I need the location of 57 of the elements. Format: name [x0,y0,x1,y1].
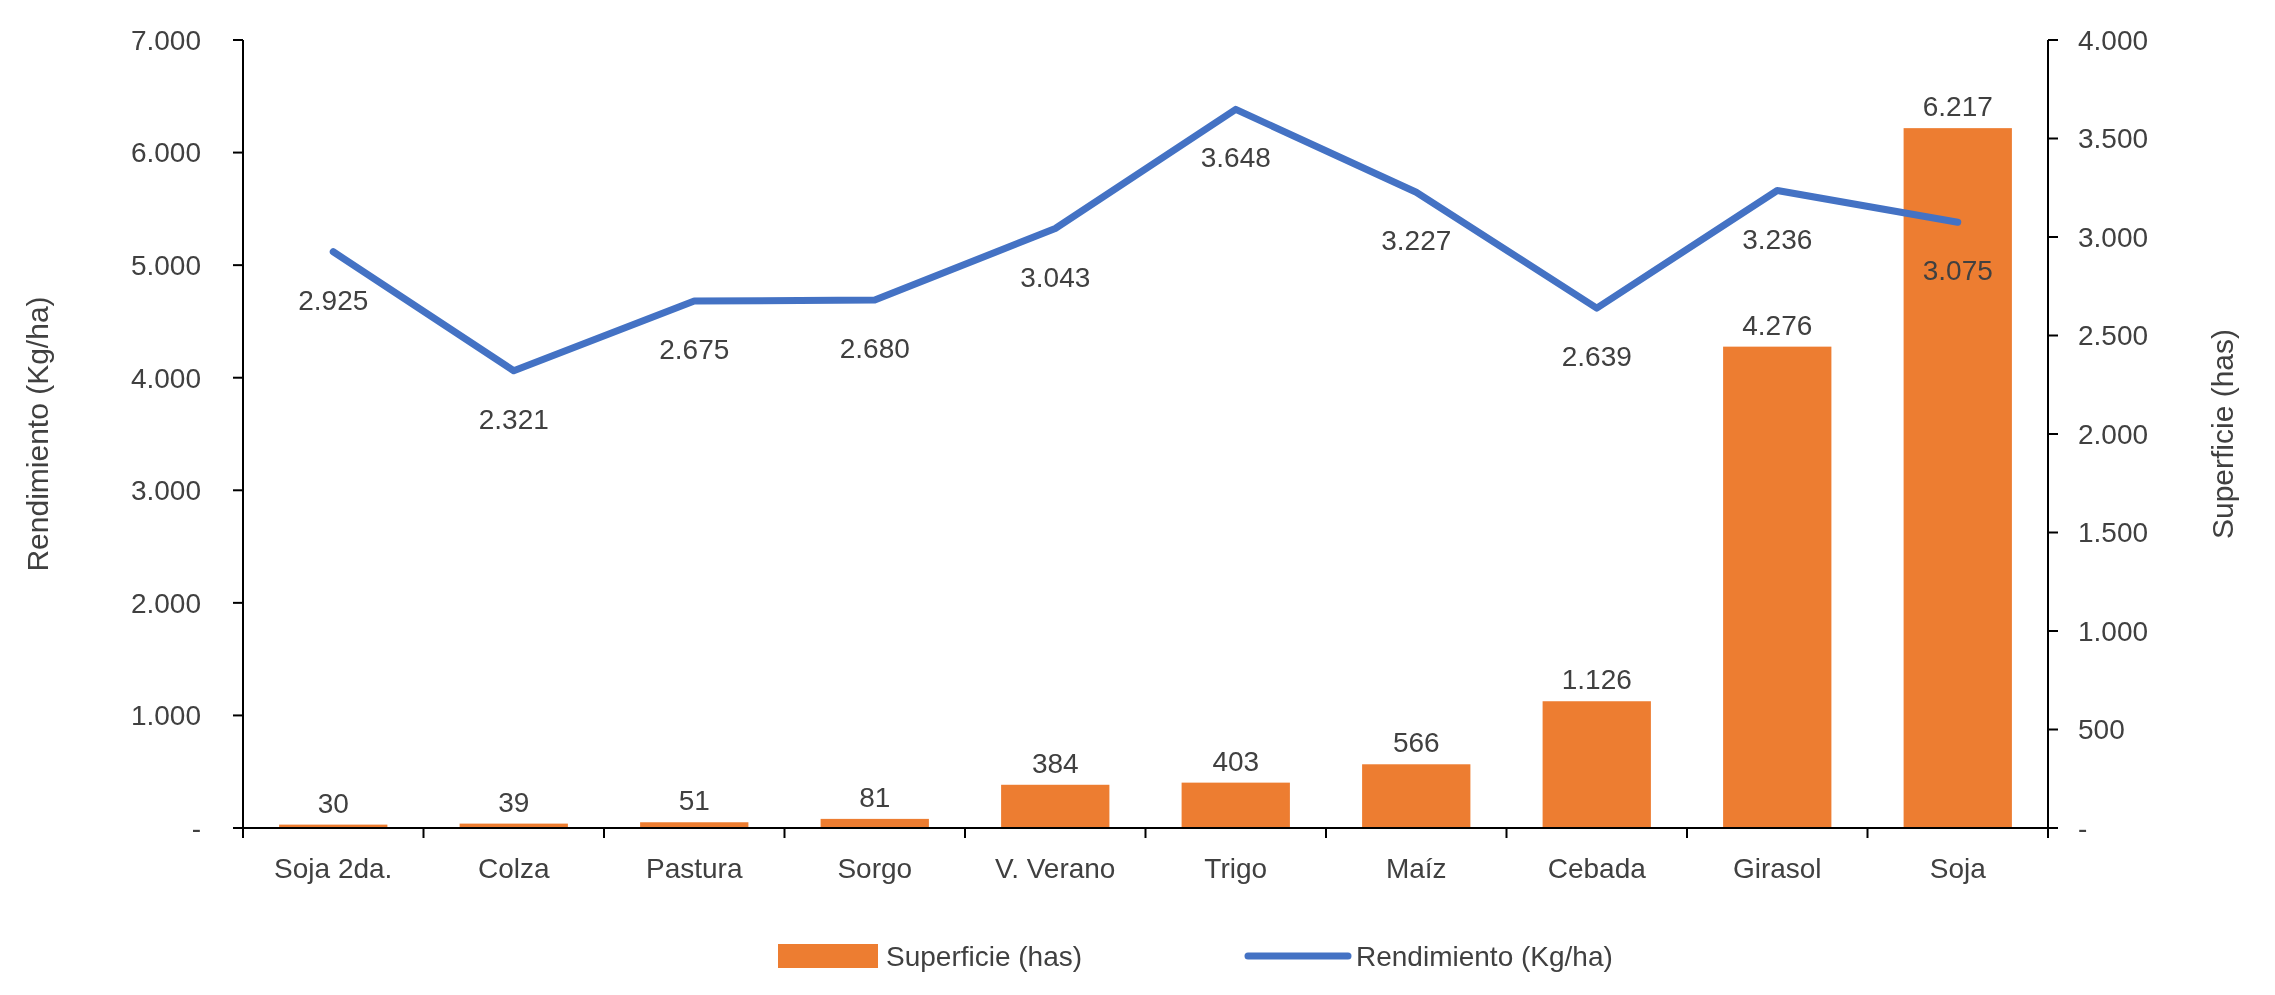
y2-tick-label: 4.000 [2078,24,2149,56]
y2-tick-label: 2.500 [2078,320,2149,352]
y-tick-label: - [191,812,201,844]
data-label: 39 [498,786,530,818]
data-label: 81 [859,781,891,813]
y2-tick-label: 2.000 [2078,418,2149,450]
x-tick-label: Maíz [1385,853,1447,884]
data-label: 566 [1392,727,1440,759]
x-tick-label: Pastura [646,853,743,884]
bar [1362,764,1471,828]
data-label: 2.925 [298,284,369,316]
data-label: 384 [1031,747,1079,779]
data-label: 3.043 [1020,261,1091,293]
y-axis-title: Rendimiento (Kg/ha) [21,296,54,572]
x-tick-label: Soja [1929,853,1987,884]
x-tick-label: Trigo [1204,853,1268,884]
x-tick-label: Cebada [1547,853,1647,884]
y2-tick-label: 1.500 [2078,517,2149,549]
y-tick-label: 2.000 [130,587,201,619]
y-tick-label: 4.000 [130,362,201,394]
x-tick-label: Soja 2da. [274,853,393,884]
y2-tick-label: 1.000 [2078,615,2149,647]
bar [1181,782,1290,828]
data-label: 51 [678,785,710,817]
bar [1001,784,1110,828]
y-tick-label: 7.000 [130,24,201,56]
bar [1723,346,1832,828]
data-label: 2.675 [659,334,730,366]
data-label: 3.648 [1200,142,1271,174]
data-label: 3.075 [1922,255,1993,287]
y-tick-label: 5.000 [130,249,201,281]
data-label: 3.227 [1381,225,1452,257]
y-tick-label: 1.000 [130,700,201,732]
y2-tick-label: - [2078,812,2088,844]
data-label: 30 [317,787,349,819]
y-tick-label: 6.000 [130,137,201,169]
data-label: 6.217 [1922,91,1993,123]
data-label: 403 [1212,745,1260,777]
legend-label: Superficie (has) [886,940,1083,972]
y2-tick-label: 3.000 [2078,221,2149,253]
data-label: 1.126 [1561,664,1632,696]
y2-axis-title: Superficie (has) [2206,328,2239,540]
x-tick-label: V. Verano [995,853,1116,884]
data-label: 2.321 [478,403,549,435]
y2-tick-label: 500 [2078,714,2125,746]
y2-tick-label: 3.500 [2078,123,2149,155]
data-label: 2.680 [839,333,910,365]
x-tick-label: Girasol [1732,853,1822,884]
bar [1542,701,1651,828]
bar [1903,128,2012,828]
x-tick-label: Sorgo [837,853,913,884]
x-tick-label: Colza [477,853,550,884]
data-label: 4.276 [1742,309,1813,341]
data-label: 2.639 [1561,341,1632,373]
data-label: 3.236 [1742,223,1813,255]
y-tick-label: 3.000 [130,475,201,507]
legend-label: Rendimiento (Kg/ha) [1356,940,1613,972]
